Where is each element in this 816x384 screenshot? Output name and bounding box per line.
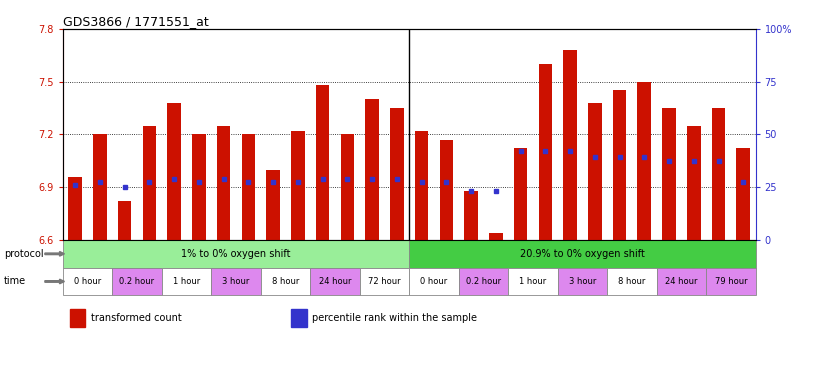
Bar (687, 126, 701, 240)
Bar (489, 233, 503, 240)
Text: 0.2 hour: 0.2 hour (466, 277, 501, 286)
Text: 24 hour: 24 hour (665, 277, 698, 286)
Bar (93, 134, 107, 240)
Bar (706, 268, 756, 295)
Bar (514, 149, 527, 240)
Text: 20.9% to 0% oxygen shift: 20.9% to 0% oxygen shift (520, 249, 645, 259)
Bar (291, 309, 307, 327)
Bar (737, 149, 750, 240)
Bar (69, 177, 82, 240)
Bar (613, 90, 627, 240)
Bar (366, 99, 379, 240)
Text: 0 hour: 0 hour (74, 277, 101, 286)
Bar (316, 85, 330, 240)
Bar (539, 64, 552, 240)
Bar (637, 81, 651, 240)
Text: transformed count: transformed count (91, 313, 181, 323)
Bar (588, 103, 601, 240)
Bar (415, 131, 428, 240)
Bar (464, 191, 478, 240)
Bar (167, 103, 181, 240)
Text: 8 hour: 8 hour (272, 277, 299, 286)
Bar (242, 134, 255, 240)
Text: 3 hour: 3 hour (222, 277, 250, 286)
Bar (340, 134, 354, 240)
Bar (310, 268, 360, 295)
Text: 0 hour: 0 hour (420, 277, 448, 286)
Bar (657, 268, 706, 295)
Text: percentile rank within the sample: percentile rank within the sample (313, 313, 477, 323)
Bar (410, 240, 756, 268)
Bar (69, 309, 85, 327)
Bar (118, 201, 131, 240)
Text: 1% to 0% oxygen shift: 1% to 0% oxygen shift (181, 249, 290, 259)
Bar (663, 108, 676, 240)
Bar (143, 126, 156, 240)
Bar (63, 240, 409, 268)
Bar (563, 50, 577, 240)
Bar (360, 268, 409, 295)
Bar (217, 126, 230, 240)
Bar (261, 268, 310, 295)
Bar (410, 268, 459, 295)
Bar (440, 140, 453, 240)
Bar (607, 268, 657, 295)
Text: 1 hour: 1 hour (173, 277, 200, 286)
Text: 0.2 hour: 0.2 hour (119, 277, 154, 286)
Bar (557, 268, 607, 295)
Bar (390, 108, 404, 240)
Text: time: time (4, 276, 26, 286)
Bar (162, 268, 211, 295)
Text: 79 hour: 79 hour (715, 277, 747, 286)
Text: 3 hour: 3 hour (569, 277, 596, 286)
Bar (211, 268, 261, 295)
Text: GDS3866 / 1771551_at: GDS3866 / 1771551_at (63, 15, 209, 28)
Bar (712, 108, 725, 240)
Bar (508, 268, 557, 295)
Text: 24 hour: 24 hour (319, 277, 351, 286)
Text: protocol: protocol (4, 249, 44, 259)
Bar (63, 268, 113, 295)
Bar (459, 268, 508, 295)
Text: 1 hour: 1 hour (519, 277, 547, 286)
Text: 8 hour: 8 hour (619, 277, 645, 286)
Bar (291, 131, 304, 240)
Text: 72 hour: 72 hour (368, 277, 401, 286)
Bar (266, 170, 280, 240)
Bar (113, 268, 162, 295)
Bar (192, 134, 206, 240)
